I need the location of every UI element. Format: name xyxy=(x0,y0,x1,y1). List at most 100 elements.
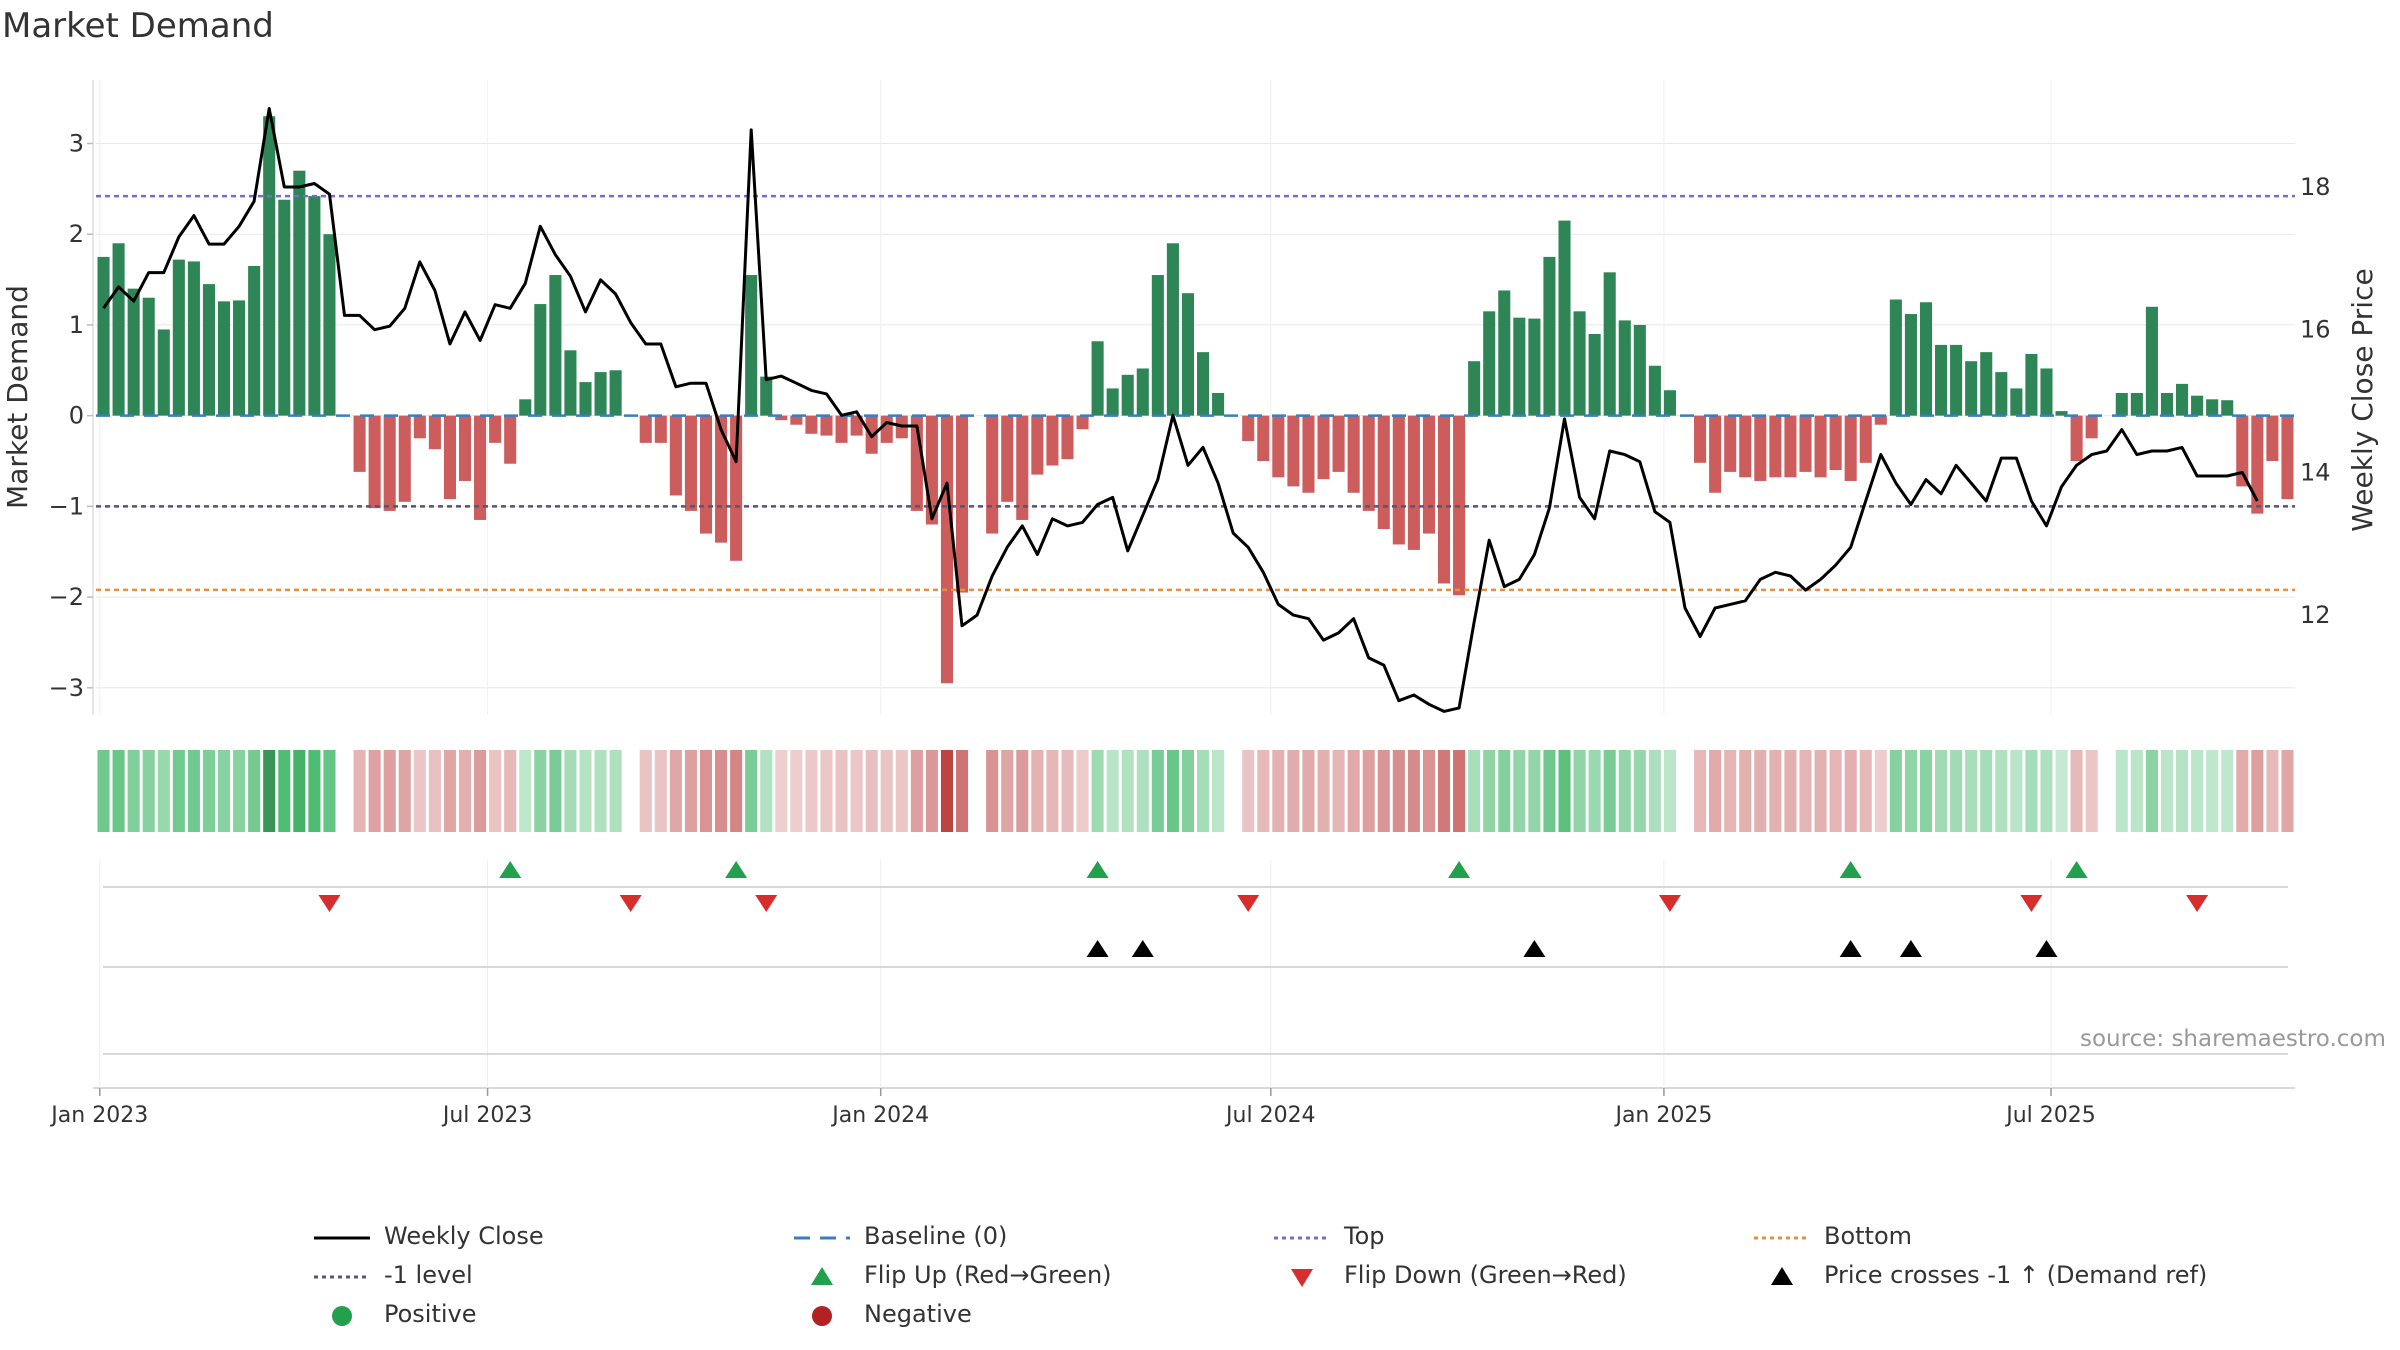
heat-cell xyxy=(248,750,261,832)
heat-cell xyxy=(880,750,893,832)
demand-bar xyxy=(880,415,893,443)
flip-up-marker xyxy=(2065,861,2088,878)
heat-cell xyxy=(895,750,908,832)
demand-bar xyxy=(2085,415,2098,439)
left-tick-label: −1 xyxy=(49,492,84,520)
heat-cell xyxy=(699,750,713,832)
demand-bar xyxy=(172,259,185,416)
heat-cell xyxy=(760,750,773,832)
heat-cell xyxy=(504,750,517,832)
heat-cell xyxy=(1769,750,1782,832)
demand-bar xyxy=(1106,388,1119,416)
demand-bar xyxy=(1242,415,1255,442)
demand-bar xyxy=(1573,311,1586,416)
left-tick-label: −2 xyxy=(49,583,84,611)
demand-bar xyxy=(850,415,863,436)
demand-bar xyxy=(2055,411,2068,416)
heat-cell xyxy=(1332,750,1345,832)
weekly-close-line xyxy=(102,107,2259,713)
demand-bar xyxy=(1347,415,1360,493)
heat-cell xyxy=(684,750,697,832)
heat-cell xyxy=(1754,750,1767,832)
demand-bar xyxy=(1814,415,1827,478)
demand-bar xyxy=(2115,392,2128,416)
heat-cell xyxy=(1106,750,1119,832)
demand-bar xyxy=(353,415,366,472)
heat-cell xyxy=(1784,750,1797,832)
demand-bar xyxy=(157,329,170,416)
left-tick-label: 3 xyxy=(69,130,84,158)
demand-bar xyxy=(1588,334,1601,416)
heat-cell xyxy=(1001,750,1014,832)
heat-cell xyxy=(805,750,818,832)
heat-cell xyxy=(1543,750,1556,832)
heat-cell xyxy=(1829,750,1842,832)
demand-bar xyxy=(654,415,667,443)
price-cross-marker xyxy=(1131,940,1154,957)
demand-bar xyxy=(1859,415,1872,463)
demand-bar xyxy=(2010,388,2023,416)
demand-bar xyxy=(2281,415,2294,500)
demand-bar xyxy=(940,415,954,684)
demand-bar xyxy=(1709,415,1722,493)
flip-down-marker xyxy=(318,895,341,912)
left-tick-label: −3 xyxy=(49,674,84,702)
demand-bar xyxy=(1844,415,1857,481)
heat-cell xyxy=(353,750,366,832)
demand-bar xyxy=(2206,399,2219,416)
heat-cell xyxy=(2025,750,2038,832)
heat-cell xyxy=(474,750,487,832)
flip-up-marker xyxy=(1839,861,1862,878)
demand-bar xyxy=(2145,306,2158,416)
heat-cell xyxy=(715,750,728,832)
demand-bar xyxy=(233,300,246,416)
heat-cell xyxy=(172,750,185,832)
heat-cell xyxy=(1965,750,1978,832)
heat-cell xyxy=(850,750,863,832)
heat-cell xyxy=(142,750,155,832)
heat-cell xyxy=(413,750,426,832)
heat-cell xyxy=(1513,750,1526,832)
heat-cell xyxy=(1016,750,1029,832)
heat-cell xyxy=(428,750,441,832)
heat-cell xyxy=(308,750,321,832)
demand-bar xyxy=(986,415,999,534)
demand-bar xyxy=(790,415,803,425)
demand-bar xyxy=(383,415,396,511)
heat-cell xyxy=(1197,750,1210,832)
demand-bar xyxy=(715,415,728,543)
heat-cell xyxy=(1603,750,1616,832)
heat-cell xyxy=(1844,750,1857,832)
demand-bar xyxy=(1935,344,1948,416)
heat-cell xyxy=(263,750,276,832)
demand-bar xyxy=(1317,415,1330,480)
heat-cell xyxy=(534,750,547,832)
flip-down-marker xyxy=(1658,895,1681,912)
demand-bars xyxy=(97,116,2294,684)
demand-bar xyxy=(956,415,969,593)
heat-cell xyxy=(519,750,532,832)
demand-bar xyxy=(1965,361,1978,416)
demand-bar xyxy=(1663,390,1676,416)
demand-bar xyxy=(1091,341,1104,416)
demand-bar xyxy=(2025,353,2038,416)
heat-cell xyxy=(489,750,502,832)
heat-cell xyxy=(1136,750,1149,832)
heat-cell xyxy=(2251,750,2264,832)
price-cross-marker xyxy=(1086,940,1109,957)
demand-bar xyxy=(1648,365,1661,416)
x-tick-label: Jan 2025 xyxy=(1613,1103,1712,1128)
demand-bar xyxy=(1528,318,1541,416)
demand-bar xyxy=(1257,415,1270,461)
demand-bar xyxy=(745,275,758,416)
demand-bar xyxy=(549,275,562,416)
demand-bar xyxy=(263,116,276,416)
heat-cell xyxy=(2145,750,2158,832)
heat-cell xyxy=(835,750,848,832)
heat-cell xyxy=(2055,750,2068,832)
demand-bar xyxy=(1046,415,1059,466)
heat-cell xyxy=(1633,750,1646,832)
heat-cell xyxy=(1874,750,1887,832)
demand-bar xyxy=(564,350,577,416)
heat-cell xyxy=(443,750,456,832)
